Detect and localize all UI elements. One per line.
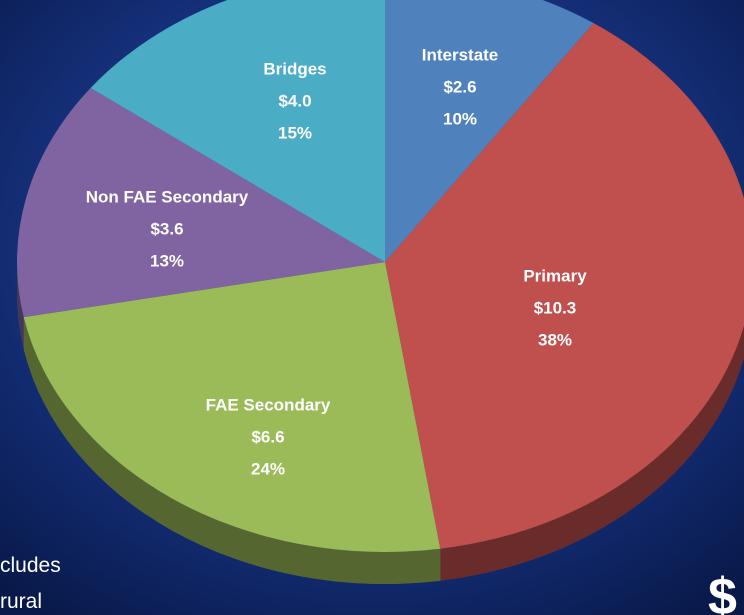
annotation: $ xyxy=(708,568,737,615)
slice-label: Bridges xyxy=(263,59,326,78)
slice-side xyxy=(440,325,744,581)
slice xyxy=(16,88,385,318)
slice-side xyxy=(17,262,24,350)
value-label: $3.6 xyxy=(150,219,183,238)
slice-side-shade xyxy=(17,262,24,350)
slice-label: FAE Secondary xyxy=(206,395,331,414)
percentage-label: 15% xyxy=(278,123,312,142)
slice xyxy=(90,0,385,262)
slice xyxy=(385,0,594,262)
annotation: cludes xyxy=(0,554,61,577)
percentage-label: 10% xyxy=(443,109,477,128)
slice-label: Interstate xyxy=(422,45,499,64)
slice-label: Non FAE Secondary xyxy=(86,187,249,206)
percentage-label: 24% xyxy=(251,459,285,478)
value-label: $10.3 xyxy=(534,298,577,317)
annotation: rural xyxy=(0,590,42,613)
value-label: $6.6 xyxy=(251,427,284,446)
slice-side-shade xyxy=(23,317,441,585)
slice xyxy=(385,23,744,549)
slice xyxy=(23,262,441,552)
value-label: $4.0 xyxy=(278,91,311,110)
value-label: $2.6 xyxy=(443,77,476,96)
slice-label: Primary xyxy=(523,266,587,285)
percentage-label: 38% xyxy=(538,330,572,349)
slice-side-shade xyxy=(440,325,744,581)
slice-side xyxy=(23,317,441,585)
percentage-label: 13% xyxy=(150,251,184,270)
